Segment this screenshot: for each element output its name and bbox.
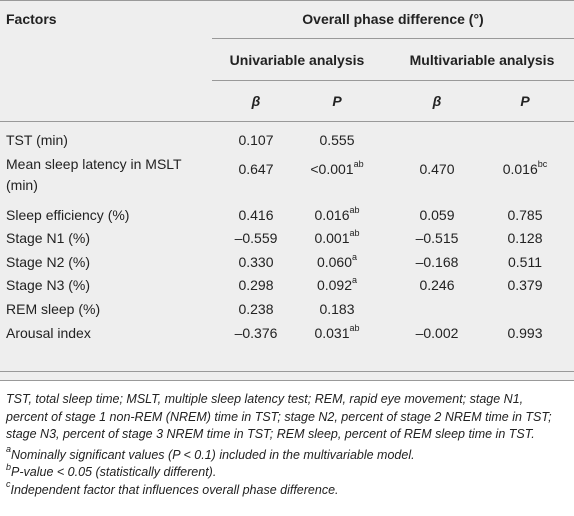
rule-bottom (0, 380, 574, 381)
multivariable-beta-cell: –0.168 (415, 254, 459, 270)
univariable-beta-cell: 0.107 (238, 132, 274, 148)
univariable-beta-cell: 0.298 (238, 277, 274, 293)
header-univariable: Univariable analysis (229, 52, 365, 68)
footnote-b: bP-value < 0.05 (statistically different… (6, 461, 217, 479)
table-background (0, 0, 574, 380)
univariable-beta-cell: 0.416 (238, 207, 274, 223)
factor-cell: TST (min) (6, 132, 68, 148)
multivariable-beta-cell: –0.515 (415, 230, 459, 246)
multivariable-p-cell: 0.511 (508, 254, 542, 270)
factor-cell: REM sleep (%) (6, 301, 101, 317)
univariable-beta-cell: 0.330 (238, 254, 274, 270)
table-footnotes: TST, total sleep time; MSLT, multiple sl… (6, 391, 568, 499)
rule-header (0, 121, 574, 122)
rule-overall (212, 38, 574, 39)
univariable-p-cell: 0.016ab (314, 205, 360, 223)
footnote-a: aNominally significant values (P < 0.1) … (6, 444, 415, 462)
univariable-p-cell: 0.060a (316, 252, 358, 270)
univariable-p-cell: 0.092a (316, 275, 358, 293)
header-factors: Factors (6, 11, 57, 27)
multivariable-beta-cell: 0.059 (419, 207, 455, 223)
factor-cell: Stage N3 (%) (6, 277, 91, 293)
header-multivariable-beta: β (432, 93, 442, 109)
multivariable-beta-cell: –0.002 (415, 325, 459, 341)
header-multivariable-p: P (520, 93, 530, 109)
rule-top (0, 0, 574, 1)
multivariable-beta-cell: 0.470 (419, 161, 455, 177)
univariable-beta-cell: –0.376 (234, 325, 278, 341)
header-univariable-beta: β (251, 93, 261, 109)
header-univariable-p: P (332, 93, 342, 109)
abbreviations-note: TST, total sleep time; MSLT, multiple sl… (6, 392, 552, 441)
factor-cell: Stage N1 (%) (6, 230, 91, 246)
multivariable-p-cell: 0.016bc (502, 159, 548, 177)
rule-sub (212, 80, 574, 81)
factor-cell: Arousal index (6, 325, 91, 341)
univariable-p-cell: 0.555 (319, 132, 355, 148)
univariable-p-cell: 0.031ab (314, 323, 360, 341)
factor-cell-continued: (min) (6, 177, 38, 193)
factor-cell: Stage N2 (%) (6, 254, 91, 270)
univariable-beta-cell: –0.559 (234, 230, 278, 246)
rule-body-end (0, 371, 574, 372)
multivariable-p-cell: 0.785 (507, 207, 543, 223)
factor-cell: Mean sleep latency in MSLT (6, 156, 182, 172)
multivariable-p-cell: 0.128 (507, 230, 543, 246)
multivariable-beta-cell: 0.246 (419, 277, 455, 293)
univariable-p-cell: <0.001ab (310, 159, 364, 177)
univariable-p-cell: 0.183 (319, 301, 355, 317)
footnote-c: cIndependent factor that influences over… (6, 479, 339, 497)
univariable-p-cell: 0.001ab (314, 228, 360, 246)
multivariable-p-cell: 0.993 (507, 325, 543, 341)
header-multivariable: Multivariable analysis (409, 52, 555, 68)
multivariable-p-cell: 0.379 (507, 277, 543, 293)
univariable-beta-cell: 0.238 (238, 301, 274, 317)
header-overall: Overall phase difference (°) (302, 11, 484, 27)
univariable-beta-cell: 0.647 (238, 161, 274, 177)
factor-cell: Sleep efficiency (%) (6, 207, 130, 223)
